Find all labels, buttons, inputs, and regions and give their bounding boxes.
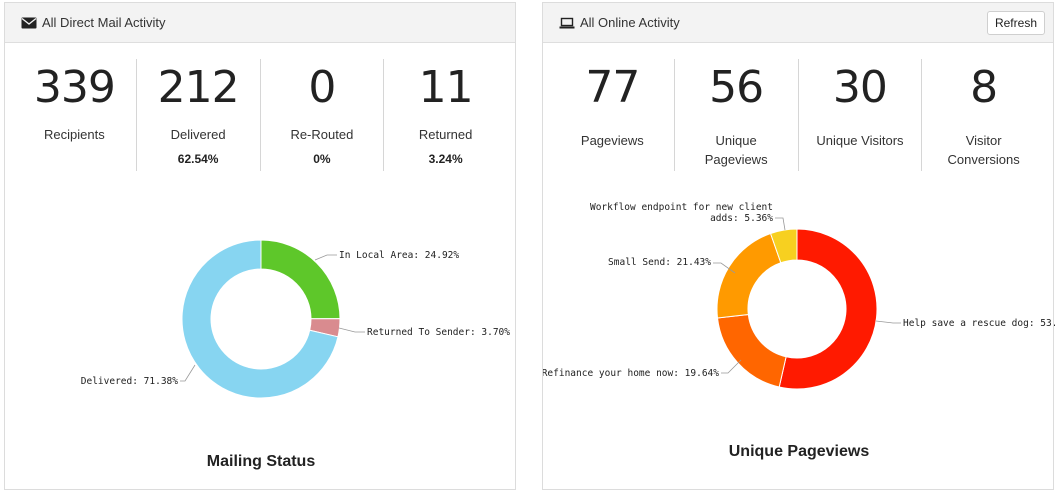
unique-pageviews-title: Unique Pageviews [728, 443, 870, 460]
stat-label: Pageviews [580, 133, 644, 148]
donut-slice[interactable] [769, 228, 798, 264]
slice-label-connector [721, 359, 742, 374]
stat-delivered: 212 Delivered 62.54% [135, 59, 260, 171]
online-activity-title: All Online Activity [580, 15, 680, 30]
stat-recipients: 339 Recipients [13, 59, 136, 171]
stat-value: 0 [308, 62, 336, 113]
slice-label-connector [314, 254, 337, 261]
stat-percent: 62.54% [177, 152, 219, 166]
slice-label: Workflow endpoint for new client [590, 202, 773, 213]
slice-label-connector [180, 364, 196, 382]
stat-label: Recipients [44, 127, 105, 142]
stat-visitor-conversions: 8 Visitor Conversions [921, 59, 1045, 171]
direct-mail-stats: 339 Recipients 212 Delivered 62.54% 0 Re… [13, 59, 507, 171]
donut-slice[interactable] [778, 228, 878, 390]
slice-label-connector [713, 262, 736, 274]
stat-value: 77 [585, 62, 640, 113]
slice-label-connector [775, 217, 786, 231]
slice-label: Help save a rescue dog: 53.57 [903, 318, 1055, 329]
slice-label: In Local Area: 24.92% [339, 250, 459, 261]
unique-pageviews-chart: Help save a rescue dog: 53.57 Refinance y… [542, 173, 1056, 491]
donut-slice[interactable] [716, 313, 787, 388]
stat-pageviews: 77 Pageviews [551, 59, 674, 171]
direct-mail-title: All Direct Mail Activity [42, 15, 166, 30]
unique-pageviews-donut: Help save a rescue dog: 53.57 Refinance y… [542, 202, 1056, 390]
slice-label: Refinance your home now: 19.64% [543, 368, 719, 379]
mailing-status-chart: In Local Area: 24.92% Returned To Sender:… [5, 173, 517, 491]
stat-value: 11 [418, 62, 474, 113]
donut-slice[interactable] [260, 239, 341, 320]
envelope-icon [21, 17, 37, 28]
stat-value: 339 [33, 62, 116, 113]
stat-value: 8 [970, 62, 998, 113]
mailing-status-donut: In Local Area: 24.92% Returned To Sender:… [81, 239, 510, 399]
stat-rerouted: 0 Re-Routed 0% [259, 59, 384, 171]
stat-percent: 3.24% [428, 152, 463, 166]
slice-label-connector [875, 320, 901, 324]
slice-label: adds: 5.36% [710, 213, 773, 224]
stat-value: 30 [832, 62, 888, 113]
stat-value: 212 [157, 62, 240, 113]
stat-value: 56 [709, 62, 764, 113]
direct-mail-header: All Direct Mail Activity [5, 3, 515, 43]
slice-label-connector [338, 327, 365, 333]
stat-label: Unique Pageviews [704, 133, 768, 167]
donut-slice[interactable] [716, 232, 782, 319]
stat-returned: 11 Returned 3.24% [383, 59, 507, 171]
mailing-status-title: Mailing Status [206, 453, 316, 470]
slice-label: Small Send: 21.43% [608, 257, 711, 268]
direct-mail-panel: All Direct Mail Activity 339 Recipients … [4, 2, 516, 490]
laptop-icon [559, 17, 575, 28]
stat-label: Returned [418, 127, 473, 142]
online-activity-panel: All Online Activity Refresh 77 Pageviews… [542, 2, 1056, 491]
online-activity-header: All Online Activity Refresh [543, 3, 1053, 43]
slice-label: Returned To Sender: 3.70% [367, 327, 510, 338]
stat-label: Delivered [170, 127, 226, 142]
online-activity-stats: 77 Pageviews 56 Unique Pageviews 30 Uniq… [551, 59, 1045, 171]
stat-label: Visitor Conversions [947, 133, 1020, 167]
donut-slice[interactable] [181, 239, 339, 399]
stat-label: Unique Visitors [816, 133, 904, 148]
stat-unique-pageviews: 56 Unique Pageviews [673, 59, 798, 171]
stat-percent: 0% [313, 152, 331, 166]
stat-label: Re-Routed [290, 127, 354, 142]
slice-label: Delivered: 71.38% [81, 376, 179, 387]
stat-unique-visitors: 30 Unique Visitors [797, 59, 922, 171]
refresh-button[interactable]: Refresh [986, 11, 1045, 35]
